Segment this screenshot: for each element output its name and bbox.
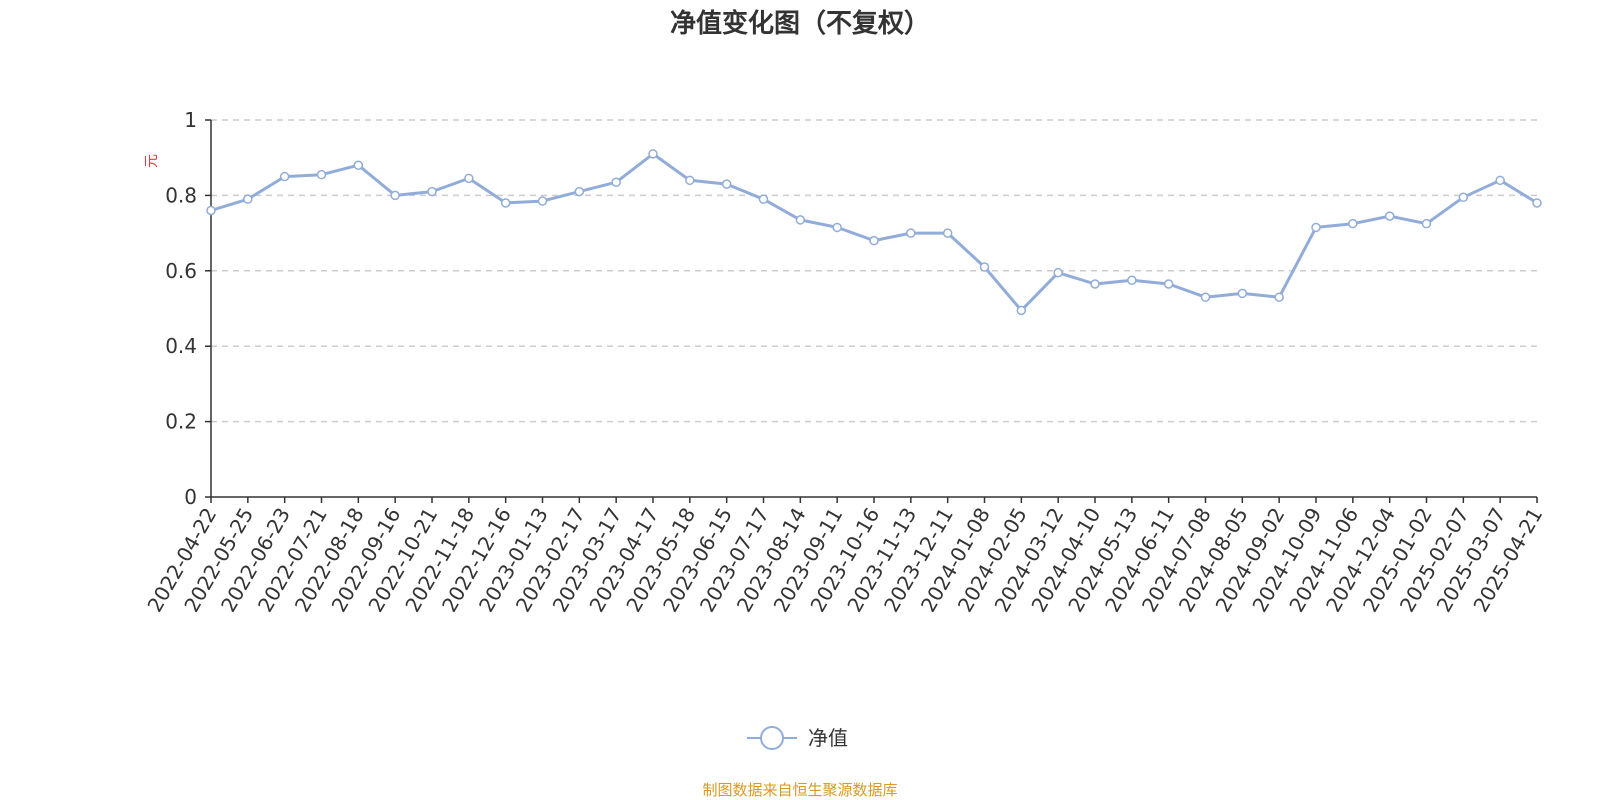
data-point[interactable] <box>1495 175 1505 186</box>
nav-series-line <box>210 152 1538 312</box>
data-point[interactable] <box>464 173 474 184</box>
data-point[interactable] <box>500 198 511 208</box>
y-axis-ticks: 0 0.2 0.4 0.6 0.8 1 <box>165 108 211 509</box>
legend-circle-icon <box>760 726 784 750</box>
data-point[interactable] <box>942 228 953 238</box>
data-point[interactable] <box>611 177 621 187</box>
data-point[interactable] <box>1016 305 1027 316</box>
data-point[interactable] <box>1311 222 1321 233</box>
grid-lines <box>211 119 1537 423</box>
data-point[interactable] <box>390 190 400 201</box>
y-tick-label: 1 <box>184 108 197 132</box>
data-point[interactable] <box>316 169 327 180</box>
data-point[interactable] <box>353 160 364 170</box>
data-point[interactable] <box>721 179 732 189</box>
data-point[interactable] <box>1163 279 1174 289</box>
y-tick-label: 0.2 <box>165 410 197 434</box>
data-point[interactable] <box>869 235 879 246</box>
data-point[interactable] <box>427 186 437 197</box>
data-point[interactable] <box>685 175 695 186</box>
y-tick-label: 0.8 <box>165 183 197 207</box>
legend-label: 净值 <box>808 726 848 750</box>
data-point[interactable] <box>206 205 216 216</box>
data-point[interactable] <box>243 194 253 204</box>
data-point[interactable] <box>648 149 658 159</box>
chart-title: 净值变化图（不复权） <box>670 8 930 39</box>
data-point[interactable] <box>979 262 990 272</box>
data-point[interactable] <box>1200 292 1211 302</box>
data-point[interactable] <box>537 196 548 206</box>
data-point[interactable] <box>1348 218 1358 229</box>
data-point[interactable] <box>1127 275 1137 285</box>
y-tick-label: 0.4 <box>165 334 197 358</box>
data-point[interactable] <box>1458 192 1469 203</box>
data-point[interactable] <box>279 171 290 182</box>
data-point[interactable] <box>574 186 585 197</box>
data-point[interactable] <box>758 194 769 204</box>
y-axis-unit-label: 元 <box>144 154 160 168</box>
data-point[interactable] <box>1421 218 1432 229</box>
x-axis-ticks: 2022-04-222022-05-252022-06-232022-07-21… <box>142 497 1547 616</box>
data-point[interactable] <box>1053 267 1063 278</box>
nav-series-points <box>206 149 1542 316</box>
data-point[interactable] <box>1532 198 1542 208</box>
legend[interactable]: 净值 <box>747 726 848 750</box>
data-point[interactable] <box>1384 211 1395 221</box>
y-tick-label: 0.6 <box>165 259 197 283</box>
data-point[interactable] <box>795 215 806 225</box>
data-point[interactable] <box>1237 288 1248 299</box>
source-note: 制图数据来自恒生聚源数据库 <box>702 781 897 799</box>
data-point[interactable] <box>832 222 842 233</box>
y-tick-label: 0 <box>184 485 197 509</box>
data-point[interactable] <box>1090 279 1100 289</box>
data-point[interactable] <box>906 228 916 238</box>
data-point[interactable] <box>1274 292 1284 302</box>
